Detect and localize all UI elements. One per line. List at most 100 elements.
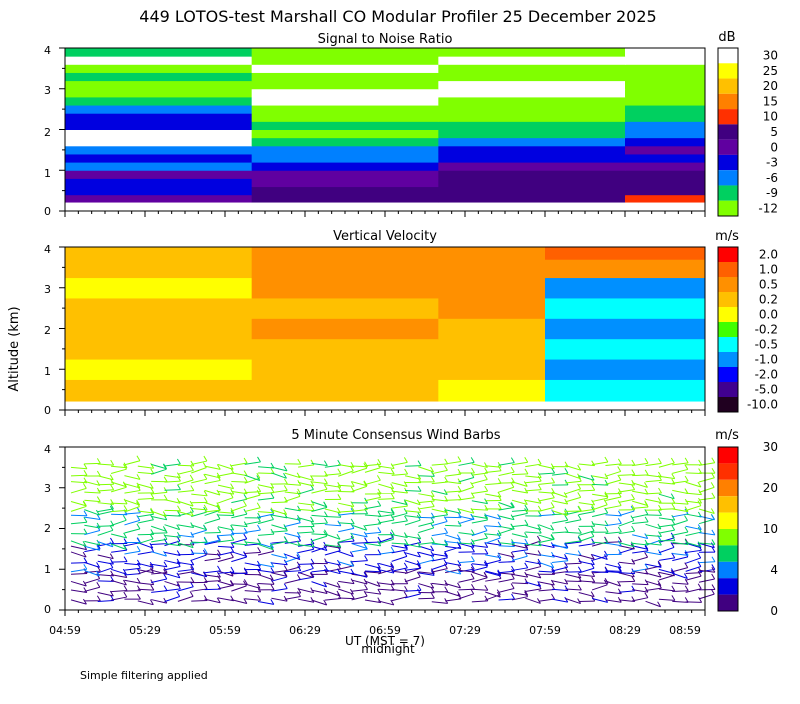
colorbar-label: 4 — [770, 563, 778, 577]
figure-title: 449 LOTOS-test Marshall CO Modular Profi… — [139, 7, 656, 26]
wind-barb-flag — [351, 594, 354, 599]
wind-barb-flag — [538, 485, 541, 490]
wind-barb-flag — [471, 457, 474, 462]
wind-barb — [499, 472, 515, 475]
colorbar-label: -3 — [766, 156, 778, 170]
heatmap-cell — [438, 318, 545, 339]
wind-barb-flag — [511, 458, 514, 463]
wind-barb — [418, 598, 434, 599]
xtick-label: 06:29 — [289, 624, 321, 637]
wind-barb — [258, 570, 274, 572]
vv-ytick-label: 3 — [44, 283, 51, 296]
colorbar-label: 0.2 — [759, 293, 778, 307]
wind-barb — [245, 599, 261, 601]
heatmap-cell — [438, 130, 625, 139]
heatmap-cell — [625, 81, 706, 90]
panel-vv-title: Vertical Velocity — [333, 229, 437, 244]
wind-barb-flag — [111, 460, 114, 465]
heatmap-cell — [545, 247, 706, 260]
colorbar-swatch — [718, 79, 738, 94]
wind-barb — [458, 519, 473, 524]
xtick-label: 05:59 — [209, 624, 241, 637]
wind-barb-flag — [485, 486, 488, 491]
wind-barb — [191, 494, 207, 496]
colorbar-swatch — [718, 578, 738, 594]
wind-barb — [472, 589, 488, 590]
colorbar-label: -10.0 — [747, 398, 778, 412]
wind-barb — [646, 480, 662, 481]
wind-barb — [352, 534, 368, 537]
wind-barb-flag — [243, 501, 246, 506]
wind-barb — [365, 532, 381, 534]
wind-barb-flag — [578, 585, 581, 590]
heatmap-cell — [65, 130, 252, 139]
wind-barb-flag — [298, 459, 301, 464]
panel-wind: 5 Minute Consensus Wind Barbs 0 1 2 3 4 … — [44, 428, 778, 618]
wind-barb-flag — [431, 593, 434, 598]
wind-barb-flag — [111, 485, 114, 490]
wind-barb — [579, 490, 595, 491]
wind-barb — [325, 474, 341, 476]
wind-barb-flag — [284, 485, 287, 490]
heatmap-cell — [438, 359, 545, 380]
wind-barb — [352, 549, 368, 552]
wind-barb — [632, 584, 648, 585]
wind-barb-flag — [431, 538, 434, 543]
wind-barb — [205, 480, 221, 483]
snr-y-ticks: 0 1 2 3 4 — [44, 44, 51, 218]
wind-barb-flag — [712, 458, 715, 463]
wind-barb-flag — [244, 534, 247, 539]
wind-barb — [458, 579, 474, 583]
wind-barb — [352, 561, 368, 562]
heatmap-cell — [625, 105, 706, 114]
colorbar-swatch — [718, 337, 738, 352]
wind-barb — [258, 498, 274, 500]
wind-barb-flag — [258, 525, 261, 530]
wind-barb — [552, 561, 568, 563]
wind-barb — [338, 566, 354, 570]
wind-barb-flag — [378, 527, 381, 532]
colorbar-swatch — [718, 382, 738, 397]
wind-barb — [165, 535, 181, 537]
wind-barb — [71, 488, 86, 493]
wind-barb-flag — [284, 479, 287, 484]
wind-barb — [432, 470, 448, 473]
heatmap-cell — [545, 298, 706, 319]
wind-barb — [539, 498, 555, 501]
colorbar-label: -6 — [766, 171, 778, 185]
wind-barb-flag — [498, 504, 501, 509]
wind-barb-flag — [297, 574, 300, 579]
wind-barb — [605, 480, 620, 484]
wind-barb-flag — [137, 546, 140, 551]
wind-barb-flag — [484, 475, 487, 480]
wind-barb — [686, 506, 701, 511]
xtick-label: 04:59 — [49, 624, 81, 637]
wind-barb-flag — [84, 470, 87, 475]
wind-barb-flag — [618, 466, 621, 471]
wind-barb-flag — [378, 459, 381, 464]
colorbar-swatch — [718, 170, 738, 185]
wind-barb — [485, 560, 500, 564]
wind-barb — [218, 473, 234, 476]
wind-barb — [392, 521, 408, 523]
wind-barb — [525, 481, 541, 483]
wind-barb — [485, 595, 500, 600]
heatmap-cell — [625, 89, 706, 98]
wind-barb — [672, 521, 687, 526]
wind-barb — [565, 532, 581, 533]
wind-barb — [191, 555, 206, 560]
wind-barb-flag — [685, 458, 688, 463]
heatmap-cell — [438, 259, 545, 278]
wind-barb — [271, 598, 287, 601]
wind-barb-flag — [405, 539, 408, 544]
wind-barb-flag — [485, 505, 488, 510]
wind-barb — [686, 576, 701, 580]
wind-barb-flag — [645, 517, 648, 522]
colorbar-swatch — [718, 397, 738, 412]
wind-barb — [231, 481, 247, 482]
wind-colorbar-unit: m/s — [715, 428, 739, 443]
wind-barb — [605, 543, 621, 545]
heatmap-cell — [438, 72, 625, 81]
wind-barb-flag — [578, 567, 581, 572]
wind-barb-flag — [671, 458, 674, 463]
